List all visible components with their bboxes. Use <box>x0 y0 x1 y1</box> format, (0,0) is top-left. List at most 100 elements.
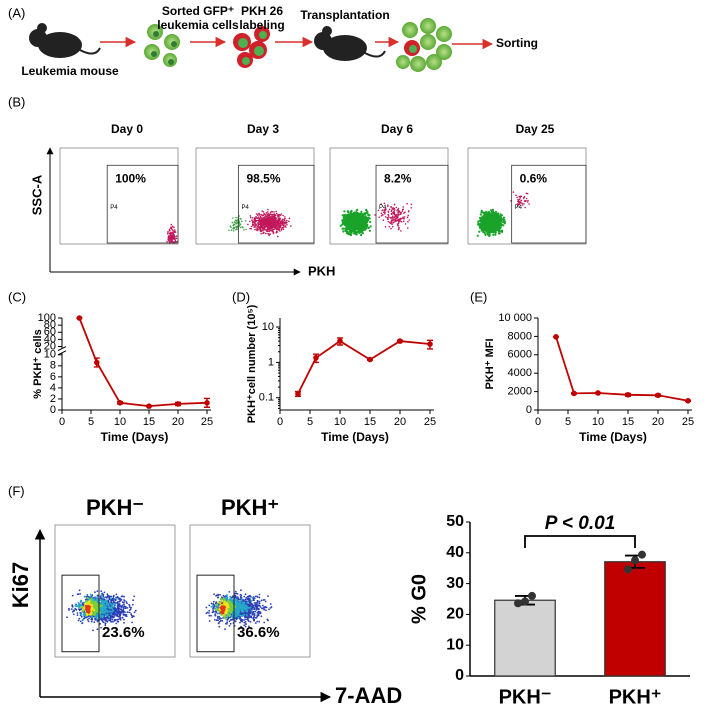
event-dot <box>521 204 524 206</box>
event-dot <box>518 198 521 201</box>
event-dot <box>92 598 95 601</box>
event-dot <box>525 192 528 195</box>
event-dot <box>491 208 494 211</box>
event-dot <box>82 618 85 621</box>
event-dot <box>398 209 400 212</box>
event-dot <box>89 593 92 596</box>
event-dot <box>76 612 79 614</box>
event-dot <box>493 222 497 225</box>
event-dot <box>523 200 526 202</box>
mixed-cells <box>396 18 452 72</box>
event-dot <box>167 237 170 239</box>
event-dot <box>527 199 529 202</box>
event-dot <box>250 225 253 228</box>
event-dot <box>271 218 274 221</box>
event-dot <box>267 208 269 211</box>
event-dot <box>114 602 117 605</box>
event-dot <box>288 217 291 220</box>
event-dot <box>251 217 254 219</box>
event-dot <box>286 223 288 226</box>
event-dot <box>116 620 119 623</box>
event-dot <box>396 209 398 212</box>
event-dot <box>255 229 258 231</box>
event-dot <box>71 594 74 597</box>
event-dot <box>369 220 372 223</box>
event-dot <box>107 595 110 597</box>
event-dot <box>270 220 273 223</box>
event-dot <box>346 210 349 213</box>
event-dot <box>253 225 256 227</box>
event-dot <box>361 232 364 235</box>
event-dot <box>96 590 99 592</box>
event-dot <box>273 221 275 224</box>
event-dot <box>490 219 493 222</box>
event-dot <box>346 213 349 217</box>
event-dot <box>269 220 271 222</box>
event-dot <box>396 224 399 226</box>
event-dot <box>102 596 105 599</box>
event-dot <box>403 212 405 214</box>
event-dot <box>271 210 274 213</box>
event-dot <box>100 610 103 613</box>
event-dot <box>503 222 506 225</box>
event-dot <box>279 230 281 232</box>
event-dot <box>261 225 263 227</box>
event-dot <box>255 220 258 222</box>
plot-title: Day 3 <box>247 122 279 136</box>
step-label: PKH 26 <box>241 4 283 18</box>
event-dot <box>247 223 249 226</box>
event-dot <box>282 214 284 217</box>
event-dot <box>176 240 178 243</box>
step-label: Sorted GFP⁺ <box>162 4 234 18</box>
event-dot <box>77 619 80 622</box>
step-label: labeling <box>239 18 284 32</box>
gate <box>238 164 315 244</box>
event-dot <box>133 611 136 614</box>
event-dot <box>406 216 409 218</box>
event-dot <box>284 221 286 224</box>
event-dot <box>280 213 283 215</box>
event-dot <box>262 599 265 601</box>
event-dot <box>393 218 395 220</box>
event-dot <box>108 615 111 618</box>
event-dot <box>360 233 363 237</box>
event-dot <box>512 191 515 193</box>
event-dot <box>118 617 121 620</box>
event-dot <box>109 597 112 600</box>
event-dot <box>492 233 495 236</box>
event-dot <box>290 225 292 227</box>
event-dot <box>255 608 258 611</box>
event-dot <box>347 224 350 227</box>
event-dot <box>166 241 168 243</box>
event-dot <box>356 218 359 221</box>
event-dot <box>367 226 370 229</box>
event-dot <box>122 611 124 614</box>
event-dot <box>358 227 361 230</box>
event-dot <box>494 231 497 234</box>
event-dot <box>485 221 488 224</box>
event-dot <box>80 600 83 603</box>
gate-percent: 8.2% <box>384 171 412 185</box>
event-dot <box>277 219 280 222</box>
event-dot <box>498 230 501 233</box>
event-dot <box>400 230 402 232</box>
event-dot <box>517 200 520 203</box>
event-dot <box>258 214 261 216</box>
event-dot <box>229 622 232 625</box>
event-dot <box>88 600 91 603</box>
event-dot <box>108 606 111 609</box>
event-dot <box>96 596 99 598</box>
event-dot <box>265 212 268 214</box>
event-dot <box>284 216 286 218</box>
event-dot <box>270 222 272 224</box>
event-dot <box>266 223 269 226</box>
event-dot <box>268 234 270 237</box>
event-dot <box>230 226 232 229</box>
event-dot <box>486 218 489 221</box>
event-dot <box>273 211 275 213</box>
step-label: Sorting <box>496 36 538 50</box>
step-label: leukemia cells <box>157 18 239 32</box>
event-dot <box>388 216 390 219</box>
event-dot <box>497 223 500 226</box>
